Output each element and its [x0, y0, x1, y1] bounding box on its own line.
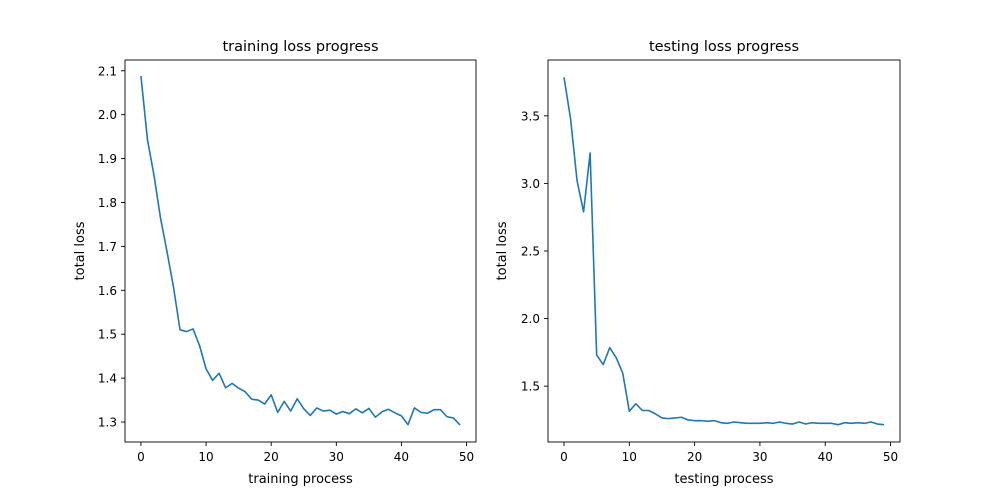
testing-loss-subplot: testing loss progress testing process to… — [495, 39, 901, 487]
testing-chart-title: testing loss progress — [649, 39, 799, 55]
testing-x-tick-label: 0 — [560, 450, 568, 464]
training-y-axis-label: total loss — [73, 221, 88, 280]
testing-y-tick-label: 3.0 — [521, 177, 540, 191]
training-y-tick-label: 1.4 — [98, 372, 117, 386]
training-plot-frame — [124, 59, 477, 443]
training-y-tick-label: 2.0 — [98, 108, 117, 122]
training-y-tick-label: 1.6 — [98, 284, 117, 298]
training-y-tick-label: 2.1 — [98, 64, 117, 78]
testing-x-tick-label: 50 — [883, 450, 898, 464]
testing-y-axis-label: total loss — [495, 221, 510, 280]
training-x-tick-label: 0 — [137, 450, 145, 464]
training-y-tick-label: 1.9 — [98, 152, 117, 166]
testing-y-tick-label: 2.0 — [521, 312, 540, 326]
training-y-tick-label: 1.8 — [98, 196, 117, 210]
testing-x-axis-label: testing process — [674, 472, 773, 487]
training-loss-line — [140, 75, 461, 426]
training-x-axis-label: training process — [248, 472, 353, 487]
training-loss-subplot: training loss progress training process … — [73, 39, 477, 487]
training-x-tick-label: 20 — [264, 450, 279, 464]
training-y-tick-label: 1.5 — [98, 328, 117, 342]
testing-x-tick-label: 40 — [818, 450, 833, 464]
training-chart-title: training loss progress — [223, 39, 379, 55]
testing-x-tick-label: 30 — [752, 450, 767, 464]
testing-y-tick-label: 3.5 — [521, 109, 540, 123]
training-x-tick-label: 50 — [459, 450, 474, 464]
training-y-tick-label: 1.3 — [98, 416, 117, 430]
training-y-tick-label: 1.7 — [98, 240, 117, 254]
training-x-tick-label: 30 — [329, 450, 344, 464]
testing-x-tick-label: 20 — [687, 450, 702, 464]
testing-y-tick-label: 1.5 — [521, 380, 540, 394]
testing-y-tick-label: 2.5 — [521, 245, 540, 259]
testing-x-tick-label: 10 — [622, 450, 637, 464]
training-x-tick-label: 10 — [198, 450, 213, 464]
training-x-tick-label: 40 — [394, 450, 409, 464]
testing-loss-line — [563, 77, 885, 426]
